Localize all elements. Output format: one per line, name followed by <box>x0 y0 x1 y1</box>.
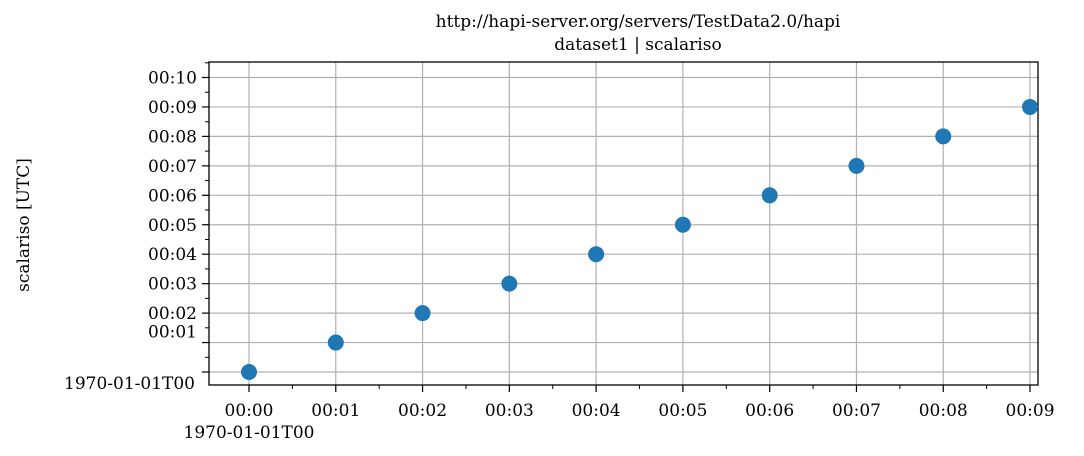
x-tick-label: 00:05 <box>658 401 707 421</box>
x-tick-label: 00:03 <box>485 401 534 421</box>
chart-subtitle: dataset1 | scalariso <box>554 35 721 55</box>
chart-title: http://hapi-server.org/servers/TestData2… <box>436 12 841 32</box>
x-tick-label: 00:06 <box>745 401 794 421</box>
data-point <box>761 187 778 204</box>
x-tick-label: 00:09 <box>1006 401 1055 421</box>
data-point <box>588 246 605 263</box>
y-tick-label: 00:10 <box>148 69 197 89</box>
data-point <box>848 157 865 174</box>
y-tick-label: 00:03 <box>148 275 197 295</box>
data-point <box>1022 98 1039 115</box>
x-axis: 00:00 00:01 00:02 00:03 00:04 00:05 00:06 00:07… <box>225 385 1055 421</box>
x-tick-label: 00:01 <box>311 401 360 421</box>
x-axis-start-label: 1970-01-01T00 <box>184 423 315 443</box>
y-tick-label: 00:08 <box>148 127 197 147</box>
y-tick-label: 00:06 <box>148 186 197 206</box>
data-series <box>241 98 1039 380</box>
data-point <box>935 128 952 145</box>
data-point <box>674 216 691 233</box>
data-point <box>241 364 257 380</box>
y-axis-start-label: 1970-01-01T00 <box>64 374 195 394</box>
y-tick-label: 00:09 <box>148 98 197 118</box>
plot-area <box>208 61 1039 386</box>
y-tick-label: 00:07 <box>148 157 197 177</box>
x-tick-label: 00:08 <box>919 401 968 421</box>
x-tick-label: 00:00 <box>225 401 274 421</box>
x-tick-label: 00:02 <box>398 401 447 421</box>
grid-lines <box>209 62 1038 385</box>
y-tick-label: 00:04 <box>148 245 197 265</box>
x-tick-label: 00:04 <box>572 401 621 421</box>
data-point <box>327 334 344 351</box>
x-tick-label: 00:07 <box>832 401 881 421</box>
data-point <box>501 275 518 292</box>
y-axis-label: scalariso [UTC] <box>14 158 34 292</box>
y-tick-label: 00:01 <box>148 323 197 343</box>
y-tick-label: 00:05 <box>148 216 197 236</box>
data-point <box>414 305 431 322</box>
y-tick-label: 00:02 <box>148 304 197 324</box>
